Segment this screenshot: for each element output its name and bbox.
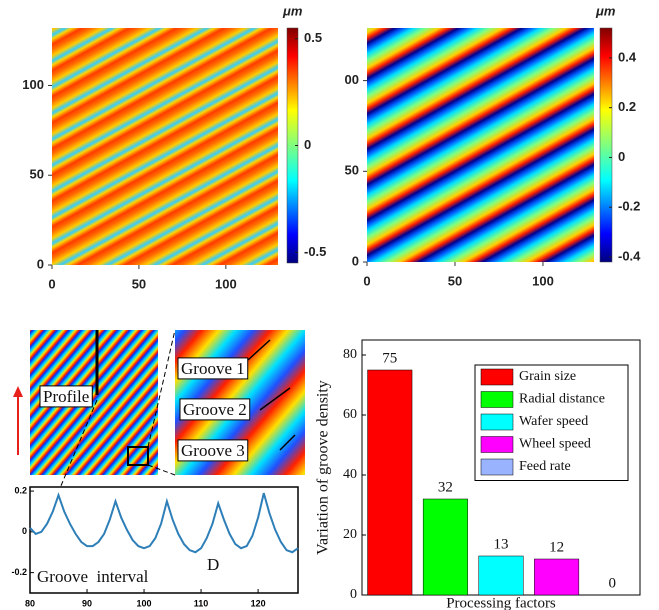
colorbar-tick-label: 0.5 [304, 30, 322, 45]
value-label: 0 [608, 575, 616, 591]
y-tick-label: -0.2 [11, 567, 27, 577]
heatmap-image [52, 28, 278, 265]
colorbar-tick-label: 0.4 [618, 49, 637, 64]
x-tick-label: 80 [25, 598, 35, 608]
bar [422, 498, 468, 596]
colorbar [599, 27, 613, 263]
y-tick-label: 40 [343, 467, 357, 482]
x-tick-label: 100 [215, 276, 237, 291]
zoom-box [127, 446, 149, 466]
y-tick-label: 50 [30, 167, 44, 182]
colorbar-tick-label: 0 [304, 137, 311, 152]
x-tick-label: 0 [363, 273, 370, 288]
legend-swatch [480, 368, 514, 386]
annotation: Groove interval [37, 567, 149, 586]
annotation: D [207, 555, 219, 574]
legend-swatch [480, 458, 514, 476]
x-tick-label: 110 [194, 598, 209, 608]
x-tick-label: 50 [132, 276, 146, 291]
line [29, 492, 299, 554]
arrow [259, 387, 291, 411]
y-tick-label: 60 [343, 407, 357, 422]
legend-label: Grain size [519, 369, 576, 384]
zoom-guide [147, 464, 176, 476]
x-tick-label: 120 [251, 598, 266, 608]
colorbar-tick-label: 0.2 [618, 99, 636, 114]
value-label: 12 [549, 539, 564, 555]
x-tick-label: 100 [532, 273, 554, 288]
value-label: 32 [438, 479, 453, 495]
y-tick-label: 0 [352, 253, 359, 268]
y-tick-label: 80 [343, 347, 357, 362]
heatmap-image [367, 28, 594, 262]
legend-label: Wafer speed [519, 414, 588, 429]
y-axis-label: Variation of groove density [315, 380, 332, 555]
legend-swatch [480, 436, 514, 453]
y-tick-label: 0 [37, 256, 44, 271]
annotation: Groove 3 [181, 441, 245, 460]
y-tick-label: 0 [350, 587, 357, 602]
x-axis-label: Processing factors [446, 595, 556, 610]
y-tick-label: 100 [22, 77, 44, 92]
colorbar-tick-label: -0.2 [618, 199, 640, 214]
legend-label: Wheel speed [519, 437, 591, 452]
legend-label: Radial distance [519, 392, 605, 407]
plot-frame [29, 486, 299, 594]
x-tick-label: 0 [48, 276, 55, 291]
arrow [247, 339, 271, 361]
colorbar-tick-label: -0.5 [304, 244, 326, 259]
x-tick-label: 50 [448, 273, 462, 288]
y-tick-label: 0 [22, 526, 27, 536]
x-tick-label: 90 [82, 598, 92, 608]
annotation: Profile [43, 387, 89, 406]
value-label: 75 [382, 350, 397, 366]
label-box [179, 398, 251, 421]
value-label: 13 [494, 536, 509, 552]
legend-label: Feed rate [519, 459, 571, 474]
y-tick-label: 00 [345, 72, 359, 87]
zoom-guide [147, 329, 176, 448]
colorbar-unit: μm [595, 3, 616, 18]
bar [478, 555, 524, 596]
label-box [177, 357, 249, 380]
colorbar-unit: μm [282, 3, 303, 18]
label-box [39, 385, 93, 408]
profile-guide [54, 399, 98, 501]
y-tick-label: 20 [343, 527, 357, 542]
bar [534, 558, 580, 596]
arrow-head [13, 386, 23, 397]
annotation: Groove 2 [183, 400, 247, 419]
legend-swatch [480, 413, 514, 431]
y-tick-label: 50 [345, 163, 359, 178]
colorbar-tick-label: -0.4 [618, 248, 641, 263]
colorbar-tick-label: 0 [618, 149, 625, 164]
bar [367, 369, 413, 596]
x-tick-label: 100 [137, 598, 152, 608]
label-box [177, 439, 249, 462]
annotation: Groove 1 [181, 359, 245, 378]
arrow [279, 434, 296, 451]
legend-swatch [480, 391, 514, 408]
y-tick-label: 0.2 [14, 485, 27, 495]
